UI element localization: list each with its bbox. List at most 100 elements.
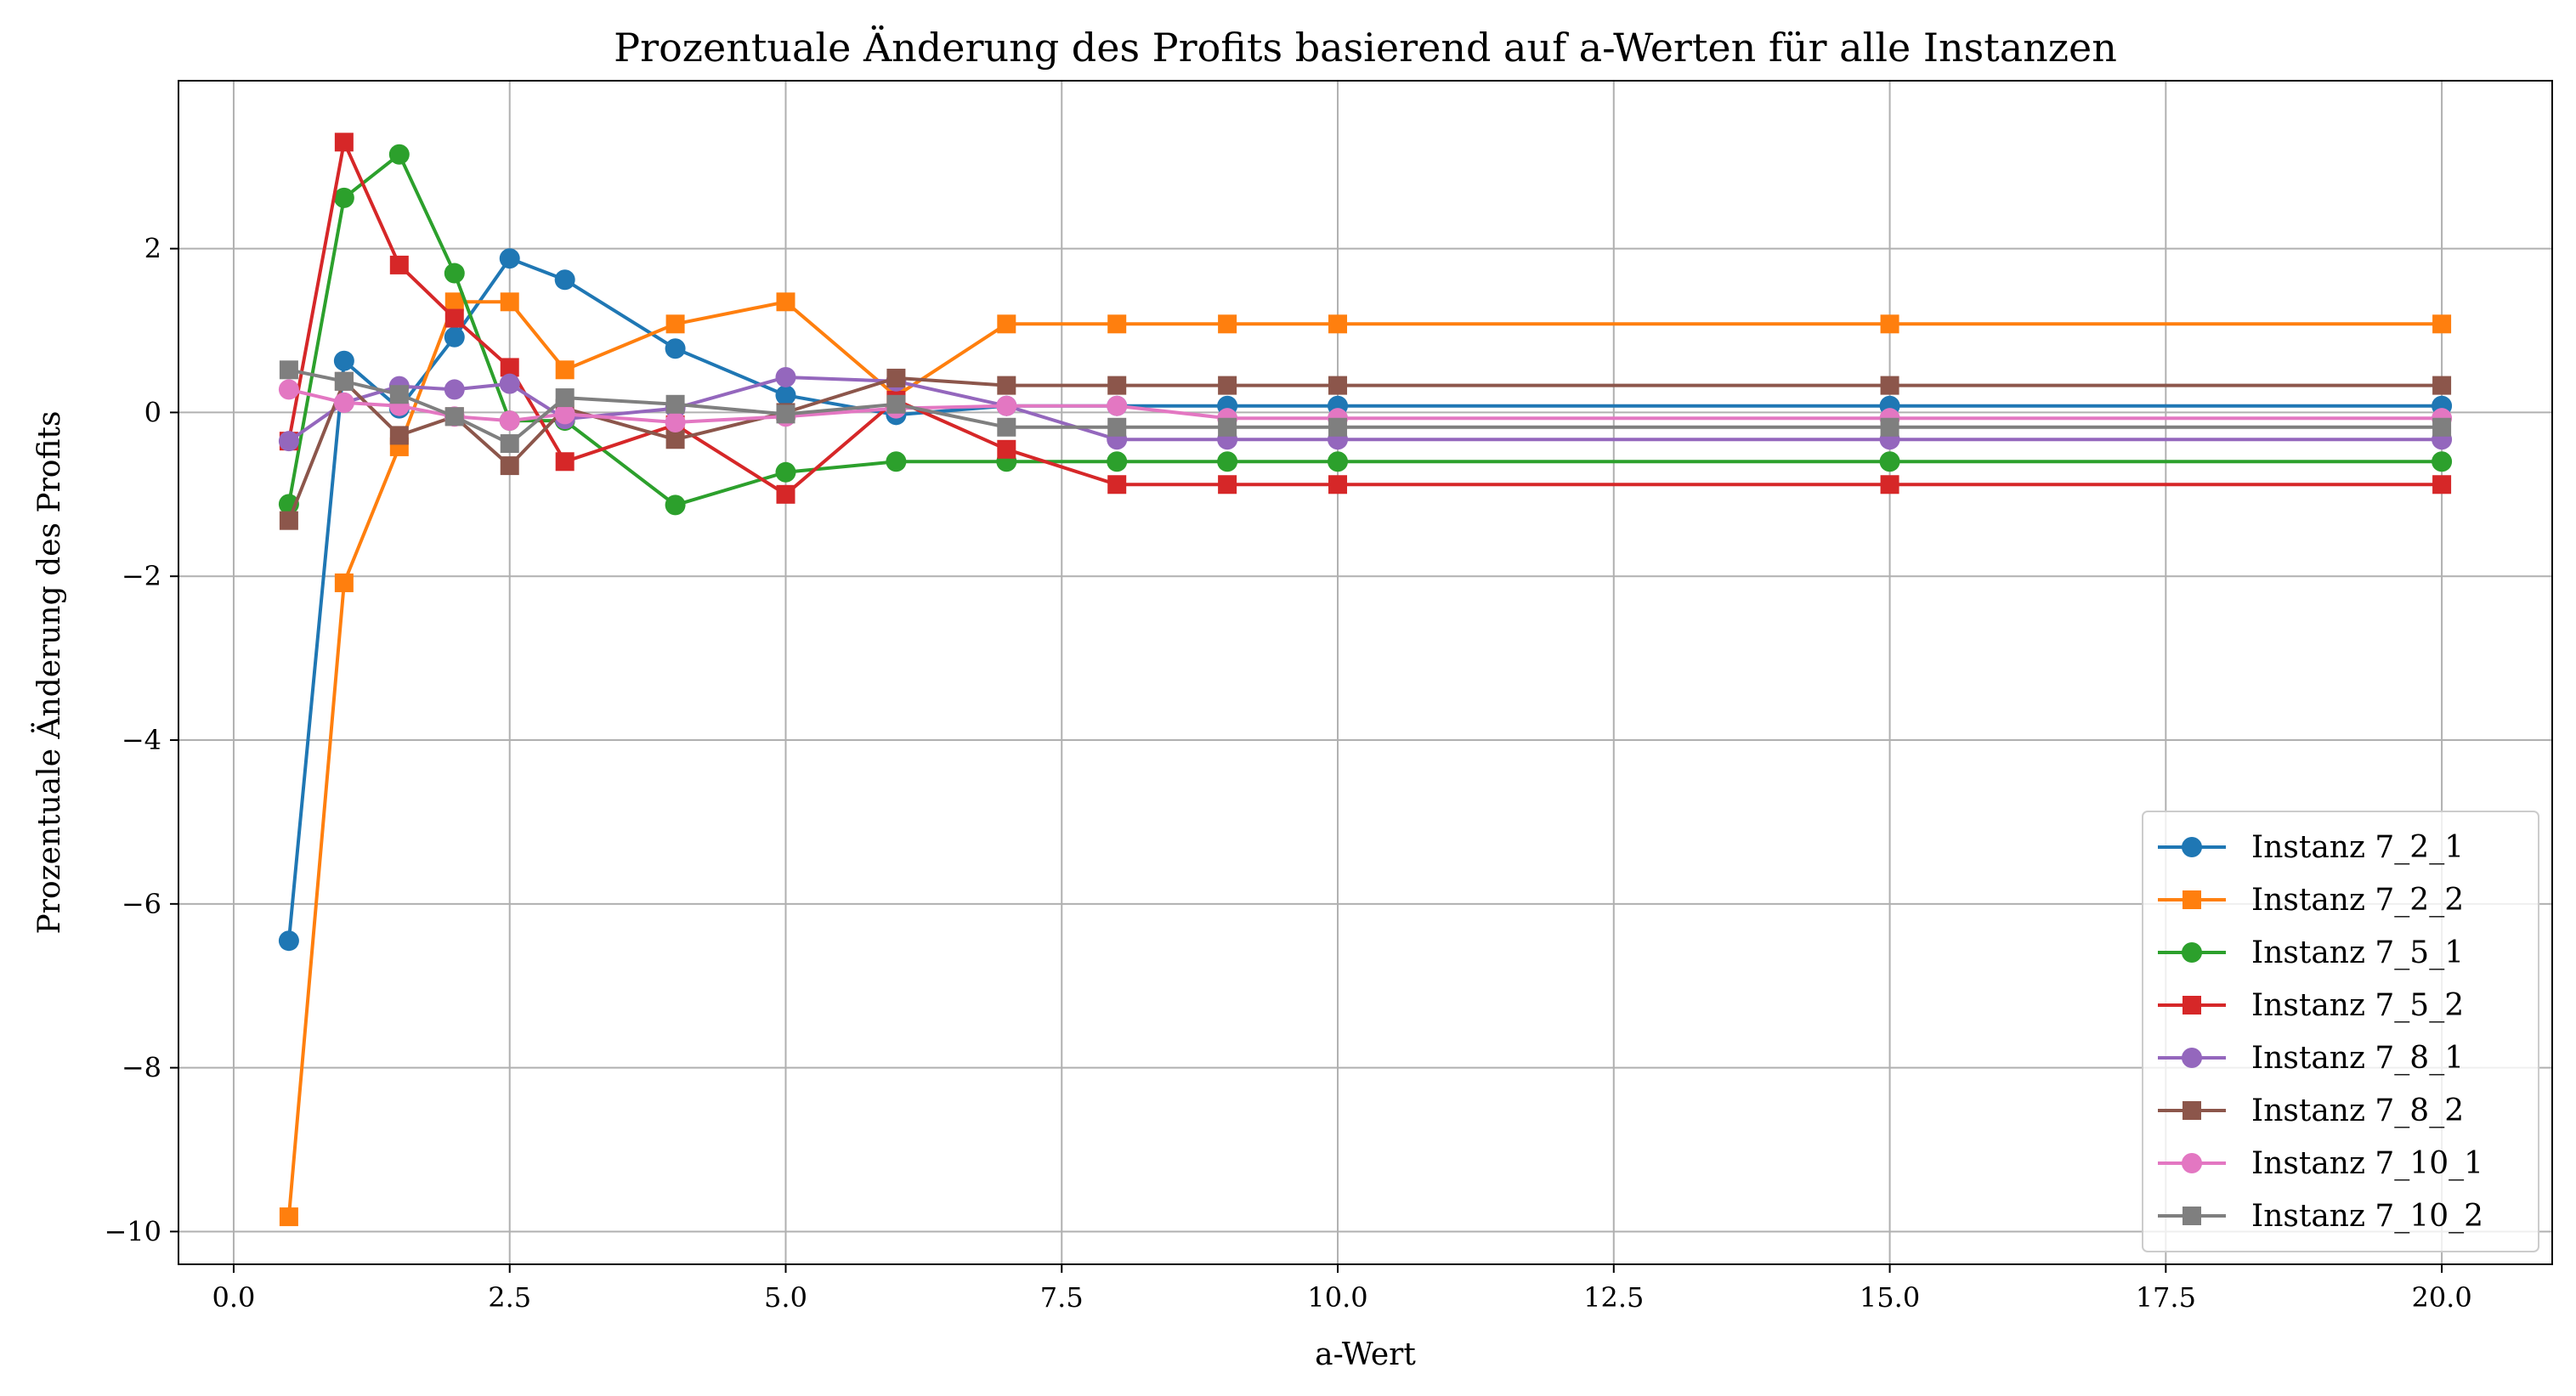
data-point xyxy=(1218,475,1237,495)
data-point xyxy=(500,456,519,476)
data-point xyxy=(334,133,354,152)
series-8 xyxy=(279,360,2452,454)
data-point xyxy=(499,248,520,269)
data-point xyxy=(1328,475,1348,495)
data-point xyxy=(278,431,299,452)
data-point xyxy=(499,373,520,394)
data-point xyxy=(665,338,686,359)
data-point xyxy=(388,144,410,165)
legend-box xyxy=(2142,811,2539,1252)
data-point xyxy=(1107,376,1127,395)
legend-label: Instanz 7_10_2 xyxy=(2251,1199,2483,1234)
y-tick-label: −4 xyxy=(122,724,161,756)
data-point xyxy=(1218,376,1237,395)
legend-item: Instanz 7_10_2 xyxy=(2158,1199,2483,1234)
y-axis: −10 −8 −6 −4 −2 0 2 xyxy=(104,233,178,1247)
data-point xyxy=(1107,395,1128,416)
data-point xyxy=(776,404,795,424)
x-tick-label: 0.0 xyxy=(212,1281,256,1314)
legend-label: Instanz 7_10_1 xyxy=(2251,1146,2483,1181)
legend-item: Instanz 7_10_1 xyxy=(2158,1146,2483,1181)
legend-label: Instanz 7_8_2 xyxy=(2251,1094,2464,1128)
data-point xyxy=(389,385,409,404)
data-point xyxy=(775,366,796,387)
data-point xyxy=(279,360,298,380)
y-axis-label: Prozentuale Änderung des Profits xyxy=(31,411,67,935)
x-tick-label: 20.0 xyxy=(2411,1281,2471,1314)
y-tick-label: −6 xyxy=(122,888,161,920)
x-tick-label: 12.5 xyxy=(1583,1281,1644,1314)
data-point xyxy=(776,484,795,504)
data-point xyxy=(1879,451,1900,472)
legend-label: Instanz 7_5_1 xyxy=(2251,935,2464,970)
data-point xyxy=(886,394,906,414)
y-tick-label: 2 xyxy=(144,233,161,265)
x-tick-label: 5.0 xyxy=(764,1281,807,1314)
y-tick-label: −8 xyxy=(122,1052,161,1084)
data-point xyxy=(279,511,298,530)
legend-label: Instanz 7_2_1 xyxy=(2251,830,2464,865)
data-point xyxy=(665,411,686,432)
legend-label: Instanz 7_2_2 xyxy=(2251,883,2464,918)
x-axis: 0.0 2.5 5.0 7.5 10.0 12.5 15.0 17.5 20.0 xyxy=(212,1264,2472,1314)
data-point xyxy=(1328,376,1348,395)
x-tick-label: 7.5 xyxy=(1040,1281,1084,1314)
data-point xyxy=(334,573,354,592)
data-point xyxy=(996,395,1017,416)
data-point xyxy=(1107,417,1127,437)
data-point xyxy=(997,417,1016,437)
data-point xyxy=(665,314,685,334)
data-point xyxy=(444,308,464,328)
data-point xyxy=(278,930,299,952)
data-point xyxy=(499,410,520,432)
data-point xyxy=(389,426,409,445)
data-point xyxy=(1328,314,1348,334)
series-layer xyxy=(278,133,2453,1227)
data-point xyxy=(997,376,1016,395)
data-point xyxy=(500,358,519,377)
data-point xyxy=(1217,451,1238,472)
y-tick-label: 0 xyxy=(144,396,161,428)
legend-marker xyxy=(2183,1101,2201,1120)
data-point xyxy=(444,326,465,348)
legend-label: Instanz 7_5_2 xyxy=(2251,988,2464,1023)
data-point xyxy=(2432,451,2453,472)
data-point xyxy=(1107,475,1127,495)
legend-label: Instanz 7_8_1 xyxy=(2251,1041,2464,1076)
data-point xyxy=(2432,314,2452,334)
data-point xyxy=(665,430,685,449)
legend-marker xyxy=(2182,1048,2202,1068)
data-point xyxy=(500,292,519,312)
legend-marker xyxy=(2183,890,2201,909)
data-point xyxy=(555,388,575,408)
data-point xyxy=(1107,314,1127,334)
data-point xyxy=(444,263,465,284)
data-point xyxy=(1218,417,1237,437)
data-point xyxy=(555,360,575,380)
legend-marker xyxy=(2182,837,2202,857)
legend-item: Instanz 7_5_2 xyxy=(2158,988,2464,1023)
data-point xyxy=(886,451,907,472)
data-point xyxy=(555,452,575,472)
data-point xyxy=(1328,417,1348,437)
data-point xyxy=(500,434,519,454)
data-point xyxy=(1328,451,1349,472)
legend-marker xyxy=(2182,1153,2202,1173)
y-tick-label: −10 xyxy=(104,1215,161,1247)
data-point xyxy=(2432,376,2452,395)
data-point xyxy=(665,394,685,414)
legend-marker xyxy=(2182,942,2202,963)
data-point xyxy=(334,371,354,391)
y-tick-label: −2 xyxy=(122,560,161,592)
x-axis-label: a-Wert xyxy=(1315,1337,1416,1372)
data-point xyxy=(665,495,686,516)
data-point xyxy=(1107,451,1128,472)
legend-marker xyxy=(2183,996,2201,1015)
data-point xyxy=(389,255,409,274)
x-tick-label: 2.5 xyxy=(488,1281,531,1314)
legend-item: Instanz 7_5_1 xyxy=(2158,935,2464,970)
data-point xyxy=(997,439,1016,459)
data-point xyxy=(554,404,575,425)
data-point xyxy=(2432,417,2452,437)
